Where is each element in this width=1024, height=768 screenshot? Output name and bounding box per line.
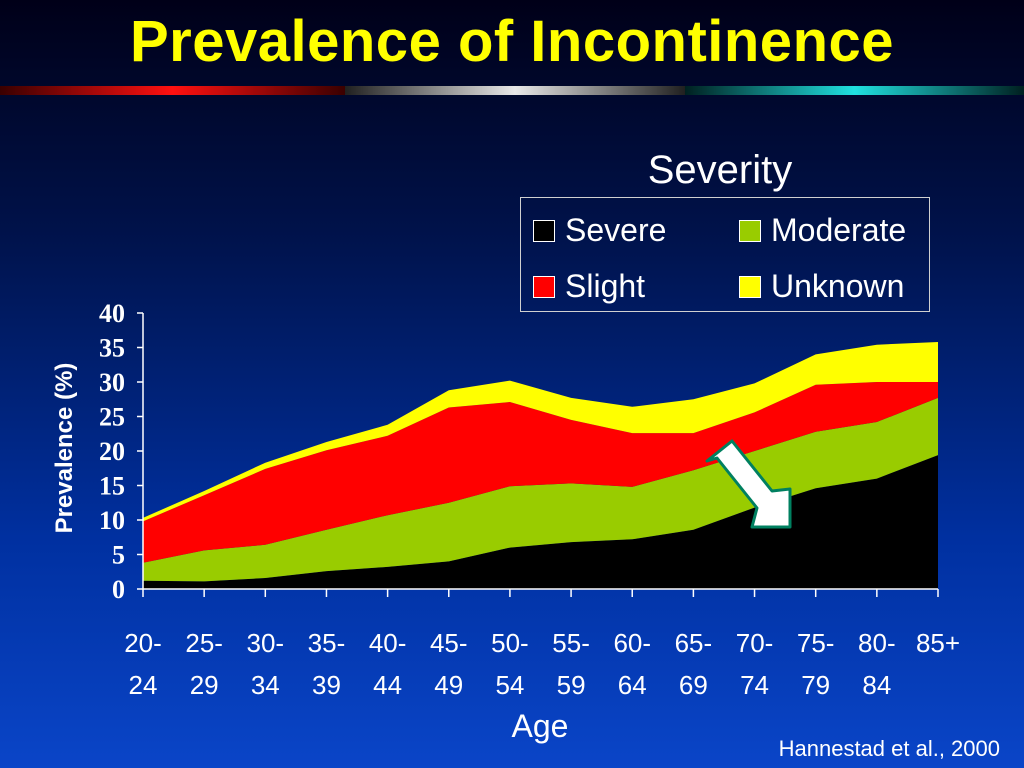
legend-swatch-severe	[533, 219, 555, 242]
area-unknown	[143, 342, 938, 522]
legend-item-unknown: Unknown	[739, 268, 904, 305]
x-tick-label: 29	[190, 670, 219, 700]
x-tick-label: 24	[129, 670, 158, 700]
x-tick-label: 84	[862, 670, 891, 700]
title-rule-teal	[685, 86, 1024, 95]
x-tick-label: 79	[801, 670, 830, 700]
legend-label-severe: Severe	[565, 212, 667, 248]
x-tick-label: 30-	[247, 628, 285, 658]
legend-label-moderate: Moderate	[771, 212, 907, 248]
legend-item-severe: Severe	[533, 212, 666, 249]
legend-item-slight: Slight	[533, 268, 645, 305]
y-tick-label: 10	[99, 506, 125, 535]
y-tick-label: 15	[99, 472, 125, 501]
x-tick-label: 65-	[675, 628, 713, 658]
y-tick-label: 30	[99, 368, 125, 397]
x-tick-label: 64	[618, 670, 647, 700]
legend-swatch-unknown	[739, 275, 761, 298]
y-tick-label: 40	[99, 299, 125, 328]
x-tick-label: 74	[740, 670, 769, 700]
x-tick-label: 35-	[308, 628, 346, 658]
x-tick-label: 39	[312, 670, 341, 700]
x-tick-label: 69	[679, 670, 708, 700]
x-tick-label: 85+	[916, 628, 960, 658]
x-tick-label: 80-	[858, 628, 896, 658]
legend: Severe Moderate Slight Unknown	[520, 197, 930, 312]
down-right-arrow-icon	[705, 439, 792, 529]
y-tick-label: 5	[112, 541, 125, 570]
x-tick-label: 20-	[124, 628, 162, 658]
x-tick-label: 50-	[491, 628, 529, 658]
x-tick-label: 60-	[613, 628, 651, 658]
area-moderate	[143, 397, 938, 582]
title-rule-red	[0, 86, 345, 95]
area-severe	[143, 455, 938, 589]
legend-title: Severity	[647, 148, 793, 192]
slide-title: Prevalence of Incontinence	[129, 9, 895, 74]
x-tick-label: 55-	[552, 628, 590, 658]
x-tick-label: 75-	[797, 628, 835, 658]
x-axis-label: Age	[511, 708, 569, 744]
y-tick-label: 20	[99, 437, 125, 466]
legend-label-slight: Slight	[565, 268, 646, 304]
y-tick-label: 35	[99, 334, 125, 363]
x-tick-label: 25-	[185, 628, 223, 658]
citation: Hannestad et al., 2000	[778, 736, 1000, 761]
y-axis-label: Prevalence (%)	[51, 362, 78, 534]
x-tick-label: 54	[495, 670, 524, 700]
y-tick-label: 0	[112, 575, 125, 604]
legend-swatch-slight	[533, 275, 555, 298]
x-tick-label: 49	[434, 670, 463, 700]
x-tick-label: 44	[373, 670, 402, 700]
x-tick-label: 45-	[430, 628, 468, 658]
x-tick-label: 40-	[369, 628, 407, 658]
x-tick-label: 59	[557, 670, 586, 700]
legend-label-unknown: Unknown	[771, 268, 905, 304]
legend-swatch-moderate	[739, 219, 761, 242]
legend-item-moderate: Moderate	[739, 212, 906, 249]
title-rule-gray	[345, 86, 685, 95]
x-tick-label: 34	[251, 670, 280, 700]
y-tick-label: 25	[99, 403, 125, 432]
x-tick-label: 70-	[736, 628, 774, 658]
area-slight	[143, 382, 938, 563]
